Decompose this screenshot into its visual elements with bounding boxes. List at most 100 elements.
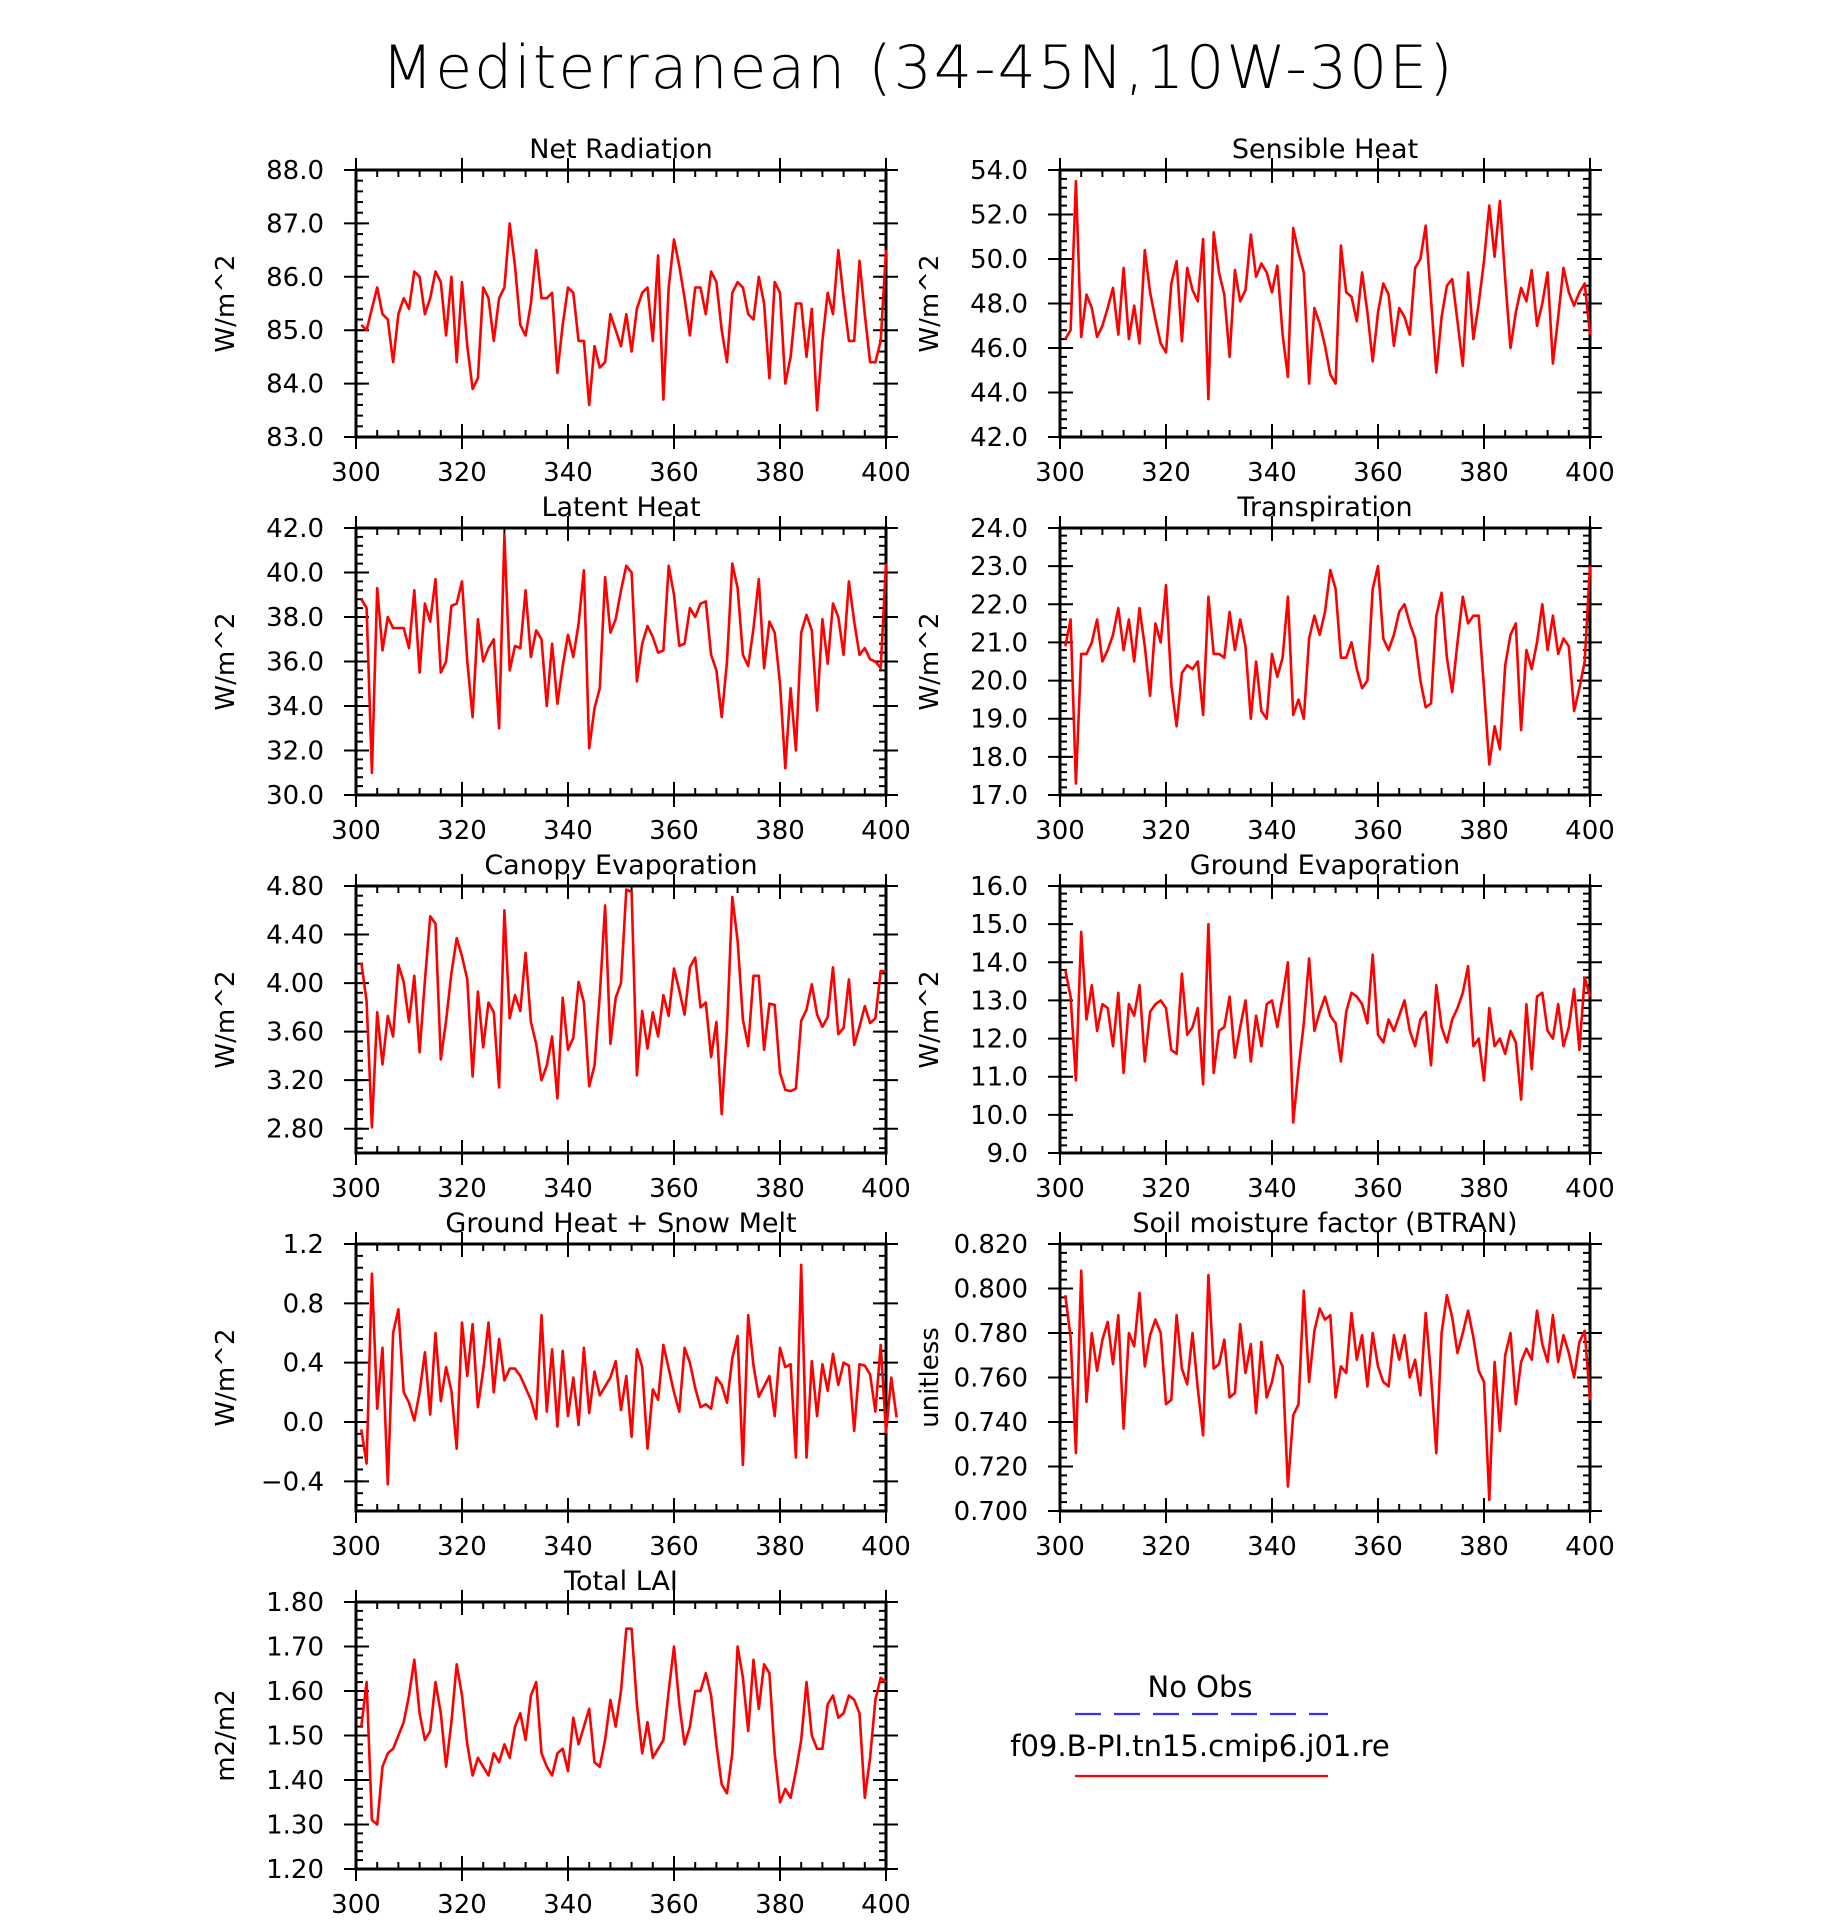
y-tick-label: 1.80 [266,1588,324,1618]
series-line-ground-heat-snow-melt [360,1263,898,1486]
panel-title: Total LAI [563,1566,678,1597]
x-tick-label: 360 [649,1890,699,1920]
x-tick-label: 340 [543,458,593,488]
y-tick-label: 87.0 [266,209,324,239]
panel-net-radiation: 300 320 340 360 380 400 83.0 84.0 85.0 86.0 87.0 88… [211,134,911,488]
y-tick-label: 1.40 [266,1766,324,1796]
panel-title: Transpiration [1236,492,1412,523]
series-line-transpiration [1064,564,1592,785]
y-tick-label: 30.0 [266,781,324,811]
y-tick-label: 4.40 [266,921,324,951]
x-tick-label: 360 [1353,458,1403,488]
y-tick-label: 86.0 [266,263,324,293]
y-tick-label: 0.760 [954,1364,1028,1394]
x-tick-label: 340 [543,1174,593,1204]
y-tick-label: 13.0 [970,986,1028,1016]
y-tick-label: −0.4 [261,1467,324,1497]
x-tick-label: 320 [437,1532,487,1562]
plot-frame [1058,526,1592,797]
x-tick-label: 360 [649,816,699,846]
series-line-sensible-heat [1064,179,1592,401]
y-tick-label: 18.0 [970,743,1028,773]
y-tick-label: 38.0 [266,603,324,633]
x-tick-label: 300 [1035,458,1085,488]
y-tick-label: 0.700 [954,1497,1028,1527]
y-tick-label: 0.820 [954,1230,1028,1260]
x-tick-label: 320 [437,1890,487,1920]
panel-title: Soil moisture factor (BTRAN) [1132,1208,1517,1239]
panel-title: Latent Heat [541,492,700,523]
plot-frame [354,1242,888,1513]
y-tick-label: 10.0 [970,1101,1028,1131]
y-tick-label: 36.0 [266,648,324,678]
panels: 300 320 340 360 380 400 83.0 84.0 85.0 86.0 87.0 88… [211,134,1615,1920]
panel-transpiration: 300 320 340 360 380 400 17.0 18.0 19.0 20.0 21.0 22… [915,492,1615,846]
y-axis-label: W/m^2 [211,254,241,352]
y-tick-label: 0.4 [283,1349,324,1379]
y-tick-label: 0.720 [954,1453,1028,1483]
y-tick-label: 11.0 [970,1063,1028,1093]
plot-frame [354,884,888,1155]
y-tick-label: 2.80 [266,1115,324,1145]
y-tick-label: 0.780 [954,1319,1028,1349]
y-tick-label: 83.0 [266,423,324,453]
series-line-soil-moisture-factor-btran [1064,1269,1592,1502]
legend-label-series: f09.B-PI.tn15.cmip6.j01.re [1010,1729,1389,1763]
panel-sensible-heat: 300 320 340 360 380 400 42.0 44.0 46.0 48.0 50.0 52… [915,134,1615,488]
y-tick-label: 19.0 [970,705,1028,735]
y-tick-label: 0.0 [283,1408,324,1438]
x-tick-label: 400 [1565,816,1615,846]
legend: No Obs f09.B-PI.tn15.cmip6.j01.re [1010,1670,1390,1778]
y-axis-label: W/m^2 [211,612,241,710]
x-tick-label: 380 [1459,816,1509,846]
x-tick-label: 400 [861,458,911,488]
y-tick-label: 9.0 [987,1139,1028,1169]
x-tick-label: 300 [1035,816,1085,846]
x-tick-label: 300 [331,1890,381,1920]
y-tick-label: 3.20 [266,1066,324,1096]
x-tick-label: 380 [755,1532,805,1562]
y-tick-label: 0.8 [283,1289,324,1319]
plot-frame [1058,884,1592,1155]
x-tick-label: 340 [1247,458,1297,488]
x-tick-label: 380 [755,1890,805,1920]
y-tick-label: 1.70 [266,1633,324,1663]
panel-title: Ground Heat + Snow Melt [445,1208,796,1239]
x-tick-label: 400 [1565,1532,1615,1562]
y-tick-label: 22.0 [970,590,1028,620]
panel-title: Ground Evaporation [1190,850,1461,881]
y-tick-label: 1.20 [266,1855,324,1885]
y-tick-label: 14.0 [970,948,1028,978]
y-tick-label: 44.0 [970,379,1028,409]
y-tick-label: 4.00 [266,969,324,999]
x-tick-label: 340 [1247,1532,1297,1562]
y-tick-label: 40.0 [266,559,324,589]
plot-frame [1058,168,1592,439]
legend-label-obs: No Obs [1148,1670,1253,1704]
x-tick-label: 400 [1565,458,1615,488]
x-tick-label: 320 [437,1174,487,1204]
x-tick-label: 360 [649,1174,699,1204]
y-tick-label: 20.0 [970,667,1028,697]
x-tick-label: 360 [649,1532,699,1562]
x-tick-label: 400 [861,1532,911,1562]
panel-ground-heat-snow-melt: 300 320 340 360 380 400 −0.4 0.0 0.4 0.8 1.2 Ground… [211,1208,911,1562]
x-tick-label: 320 [1141,458,1191,488]
x-tick-label: 340 [1247,816,1297,846]
y-tick-label: 42.0 [266,514,324,544]
y-tick-label: 50.0 [970,245,1028,275]
y-tick-label: 48.0 [970,290,1028,320]
series-line-canopy-evaporation [360,888,886,1129]
x-tick-label: 360 [1353,1174,1403,1204]
y-tick-label: 42.0 [970,423,1028,453]
x-tick-label: 320 [1141,1532,1191,1562]
x-tick-label: 360 [649,458,699,488]
y-tick-label: 15.0 [970,910,1028,940]
x-tick-label: 400 [1565,1174,1615,1204]
panel-ground-evaporation: 300 320 340 360 380 400 9.0 10.0 11.0 12.0 13.0 14.… [915,850,1615,1204]
plot-frame [354,168,888,439]
x-tick-label: 320 [1141,816,1191,846]
x-tick-label: 380 [755,458,805,488]
x-tick-label: 300 [331,816,381,846]
